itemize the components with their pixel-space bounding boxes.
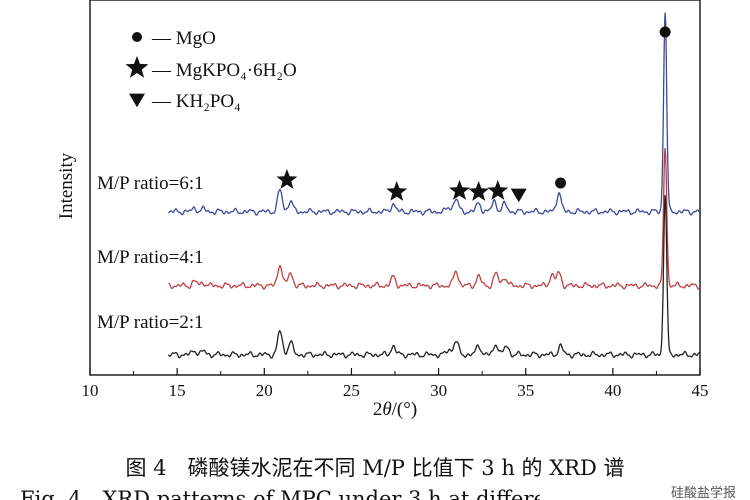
phase-marker-star [487, 180, 509, 200]
x-tick-label: 15 [169, 381, 186, 400]
phase-marker-triangle [510, 188, 527, 203]
figure-caption-cn: 图 4 磷酸镁水泥在不同 M/P 比值下 3 h 的 XRD 谱 [125, 456, 625, 480]
xrd-chart: 10 15 20 25 30 35 40 45 M/P ratio=6:1 M/P ratio=… [56, 0, 709, 420]
x-tick-label: 20 [256, 381, 273, 400]
phase-marker-star [386, 181, 408, 201]
x-tick-label: 25 [343, 381, 360, 400]
legend-star-marker [125, 56, 149, 78]
figure-caption-en: Fig. 4 XRD patterns of MPC under 3 h at … [20, 487, 540, 500]
series-label: M/P ratio=2:1 [97, 312, 204, 333]
legend-label: — MgO [151, 28, 216, 49]
x-tick-label: 45 [692, 381, 709, 400]
x-axis-label: 2θ/(°) [373, 399, 417, 420]
series-line [168, 12, 701, 216]
legend-circle-marker [132, 32, 142, 42]
x-tick-label: 30 [430, 381, 447, 400]
phase-marker-star [449, 180, 470, 200]
series-label: M/P ratio=6:1 [97, 173, 204, 194]
phase-marker-star [276, 169, 298, 189]
phase-marker-circle [659, 26, 671, 38]
x-tick-label: 40 [604, 381, 621, 400]
legend-label: — KH₂PO₄ [151, 91, 241, 112]
y-axis-label: Intensity [56, 152, 77, 219]
watermark: 硅酸盐学报 [670, 486, 736, 500]
x-tick-label: 10 [82, 381, 99, 400]
series-label: M/P ratio=4:1 [97, 247, 204, 268]
series-line [168, 148, 701, 290]
series-line [167, 195, 700, 359]
x-tick-label: 35 [517, 381, 534, 400]
legend-triangle-marker [129, 93, 145, 108]
phase-marker-star [468, 181, 490, 201]
phase-marker-circle [555, 177, 567, 189]
legend-label: — MgKPO₄·6H₂O [151, 60, 297, 81]
